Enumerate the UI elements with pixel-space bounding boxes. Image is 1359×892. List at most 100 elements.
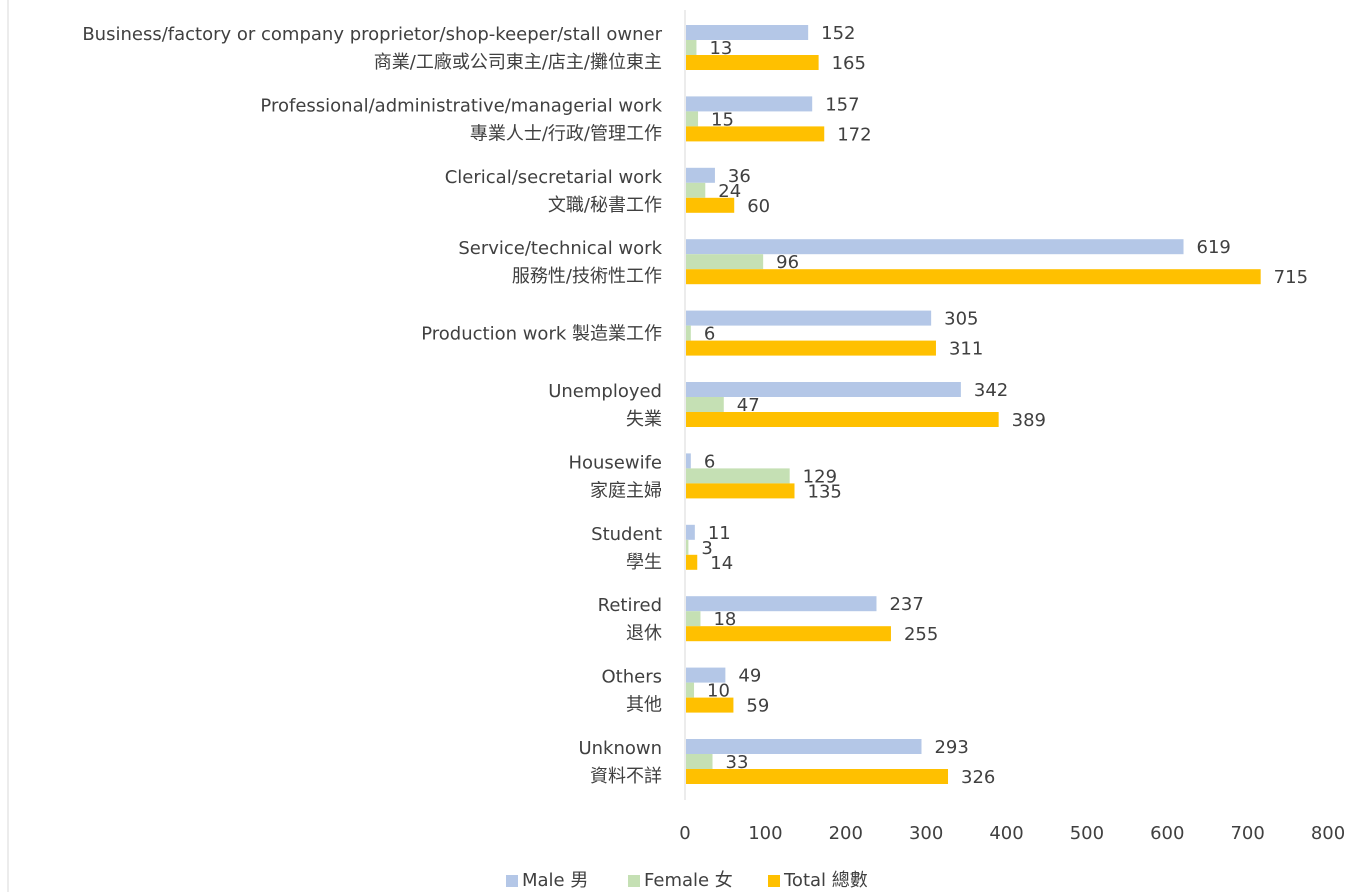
bar bbox=[686, 239, 1184, 255]
category-label: 學生 bbox=[626, 552, 662, 573]
bar bbox=[686, 524, 695, 540]
bar bbox=[686, 254, 764, 270]
bar bbox=[686, 111, 699, 127]
data-label: 293 bbox=[934, 737, 968, 758]
data-label: 342 bbox=[974, 380, 1008, 401]
category-label: 退休 bbox=[626, 623, 662, 644]
bar bbox=[686, 269, 1261, 285]
bar bbox=[686, 412, 999, 427]
bar bbox=[686, 682, 695, 698]
category-label: 其他 bbox=[626, 695, 662, 716]
data-label: 60 bbox=[747, 196, 770, 217]
data-label: 619 bbox=[1197, 237, 1231, 258]
bar bbox=[686, 40, 697, 55]
x-tick-label: 800 bbox=[1311, 823, 1345, 844]
category-label: 文職/秘書工作 bbox=[548, 195, 662, 216]
bar bbox=[686, 397, 724, 412]
category-label: Professional/administrative/managerial w… bbox=[260, 95, 662, 116]
x-tick-label: 0 bbox=[679, 823, 690, 844]
legend-label: Male 男 bbox=[522, 870, 588, 891]
legend-swatch bbox=[506, 875, 518, 887]
data-label: 59 bbox=[746, 696, 769, 717]
data-label: 165 bbox=[832, 53, 866, 74]
category-label: Housewife bbox=[568, 452, 662, 473]
category-label: 服務性/技術性工作 bbox=[512, 266, 662, 287]
bar bbox=[686, 596, 877, 612]
bar bbox=[686, 468, 790, 484]
category-label: Unemployed bbox=[548, 381, 662, 402]
bar bbox=[686, 667, 726, 683]
bar bbox=[686, 197, 735, 213]
bar bbox=[686, 739, 922, 754]
bar bbox=[686, 126, 825, 142]
category-label: Service/technical work bbox=[458, 238, 662, 259]
category-label: 家庭主婦 bbox=[590, 480, 662, 501]
data-label: 255 bbox=[904, 624, 938, 645]
bar bbox=[686, 539, 689, 555]
bar bbox=[686, 626, 891, 642]
x-tick-label: 100 bbox=[748, 823, 782, 844]
x-tick-label: 400 bbox=[989, 823, 1023, 844]
legend-item: Male 男 bbox=[506, 870, 588, 891]
category-label: 失業 bbox=[626, 409, 662, 430]
data-label: 96 bbox=[776, 252, 799, 273]
category-label: 專業人士/行政/管理工作 bbox=[470, 123, 662, 144]
bar bbox=[686, 453, 691, 469]
category-label: Clerical/secretarial work bbox=[445, 167, 663, 188]
data-label: 47 bbox=[737, 395, 760, 416]
x-tick-label: 600 bbox=[1150, 823, 1184, 844]
bar bbox=[686, 554, 698, 570]
data-label: 152 bbox=[821, 23, 855, 44]
data-label: 237 bbox=[889, 594, 923, 615]
bar bbox=[686, 167, 715, 183]
legend-item: Total 總數 bbox=[768, 870, 868, 891]
x-tick-label: 300 bbox=[909, 823, 943, 844]
category-label: Business/factory or company proprietor/s… bbox=[82, 24, 662, 45]
data-label: 129 bbox=[803, 466, 837, 487]
bar bbox=[686, 611, 701, 627]
data-label: 6 bbox=[704, 324, 715, 345]
x-axis: 0 100 200 300 400 500 600 700 800 bbox=[7, 0, 1345, 892]
category-label: Production work 製造業工作 bbox=[421, 324, 662, 345]
category-label: Retired bbox=[598, 595, 662, 616]
bar bbox=[686, 96, 813, 112]
data-label: 10 bbox=[707, 681, 730, 702]
data-label: 33 bbox=[726, 752, 749, 773]
data-label: 6 bbox=[704, 451, 715, 472]
bar bbox=[686, 769, 949, 784]
bar bbox=[686, 382, 961, 397]
legend-swatch bbox=[628, 875, 640, 887]
data-label: 49 bbox=[738, 666, 761, 687]
category-label: Unknown bbox=[578, 738, 662, 759]
data-label: 389 bbox=[1012, 410, 1046, 431]
category-label: Others bbox=[602, 667, 663, 688]
data-label: 36 bbox=[728, 166, 751, 187]
data-label: 172 bbox=[837, 124, 871, 145]
data-label: 3 bbox=[701, 538, 712, 559]
data-label: 18 bbox=[713, 609, 736, 630]
bar bbox=[686, 697, 734, 713]
bar bbox=[686, 55, 819, 70]
legend-label: Female 女 bbox=[644, 870, 733, 891]
bar bbox=[686, 25, 809, 40]
bar bbox=[686, 310, 932, 326]
bar bbox=[686, 340, 936, 356]
data-label: 135 bbox=[808, 481, 842, 502]
data-label: 305 bbox=[944, 309, 978, 330]
data-label: 15 bbox=[711, 109, 734, 130]
legend-label: Total 總數 bbox=[783, 870, 868, 891]
category-label: Student bbox=[591, 524, 662, 545]
data-label: 11 bbox=[708, 523, 731, 544]
legend-swatch bbox=[768, 875, 780, 887]
category-labels: Business/factory or company proprietor/s… bbox=[82, 24, 662, 787]
data-label: 326 bbox=[961, 767, 995, 788]
legend: Male 男 Female 女 Total 總數 bbox=[506, 870, 868, 891]
bar bbox=[686, 483, 795, 499]
bar bbox=[686, 182, 706, 198]
bars-layer: 1521316515715172362460619967153056311342… bbox=[686, 23, 1308, 788]
data-label: 157 bbox=[825, 94, 859, 115]
data-label: 715 bbox=[1274, 267, 1308, 288]
legend-item: Female 女 bbox=[628, 870, 733, 891]
category-label: 商業/工廠或公司東主/店主/攤位東主 bbox=[374, 51, 662, 73]
